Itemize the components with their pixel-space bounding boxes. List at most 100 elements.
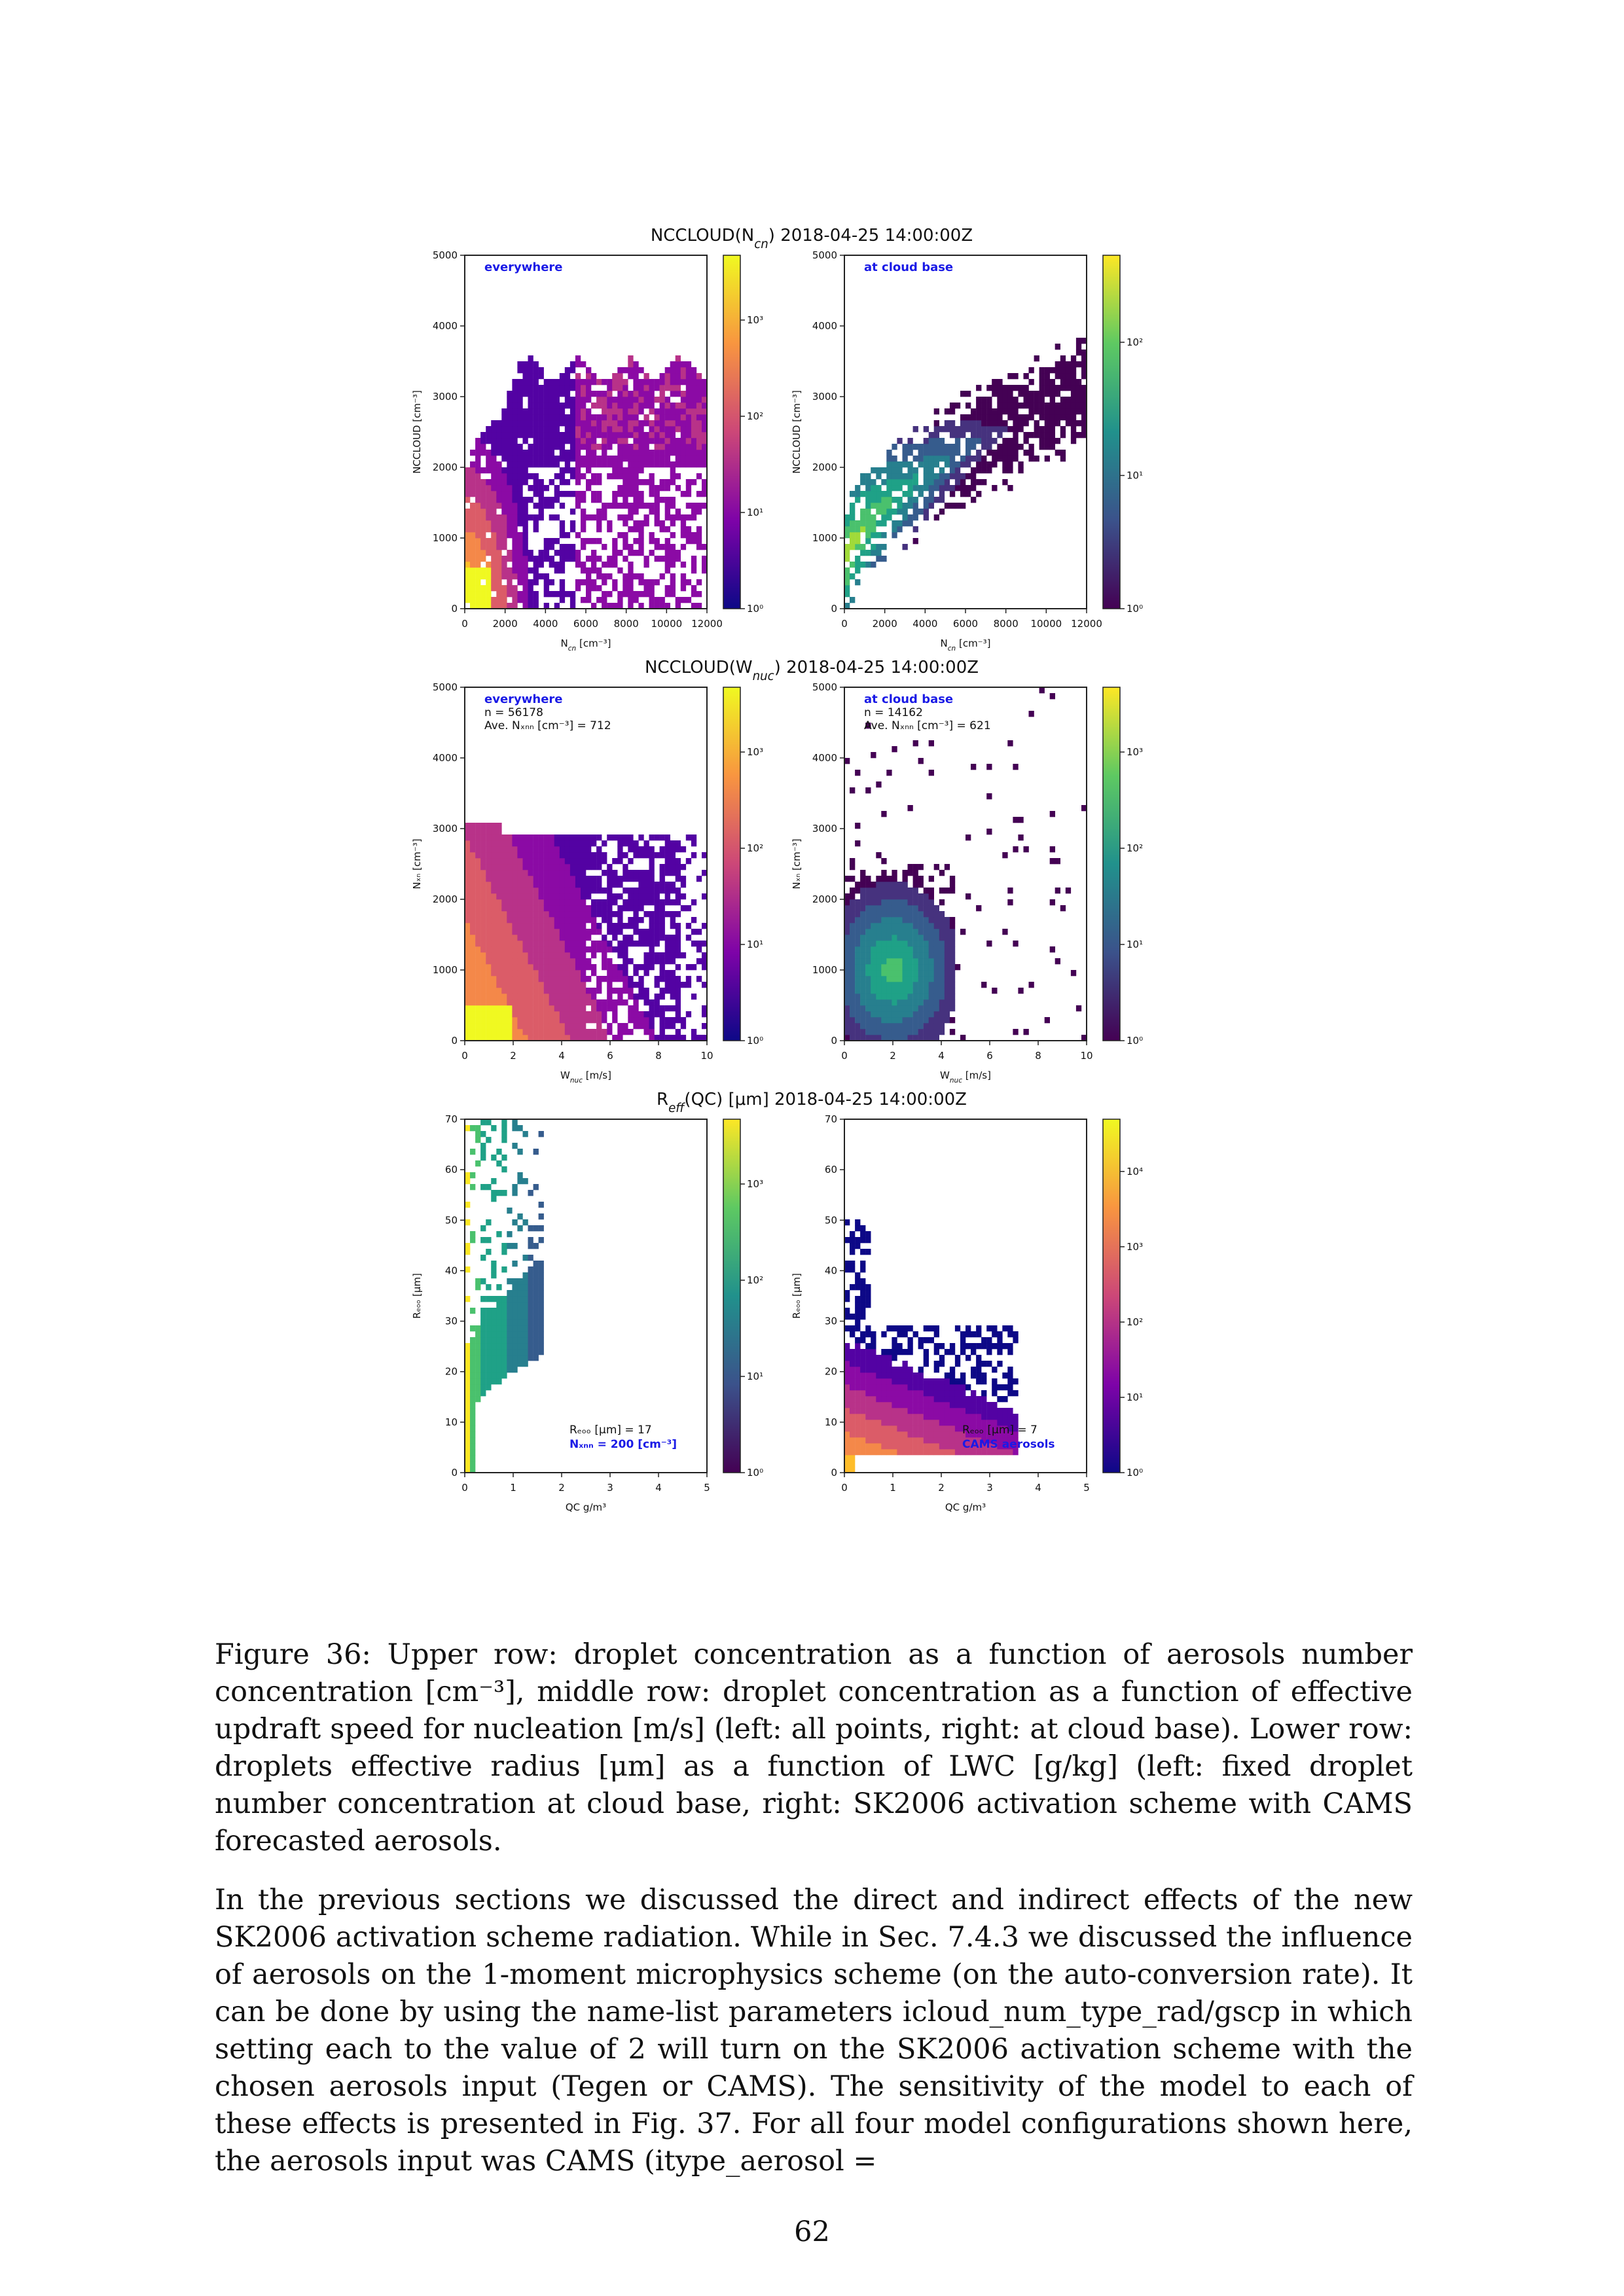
x-tick-label: 2 (938, 1482, 945, 1494)
x-tick-label: 2 (558, 1482, 565, 1494)
colorbar-tick-label: 10¹ (747, 939, 763, 950)
x-tick-label: 6 (607, 1050, 613, 1062)
colorbar-tick-label: 10² (747, 410, 763, 422)
y-tick-label: 0 (451, 603, 458, 615)
y-tick-label: 60 (825, 1164, 837, 1175)
row-1-title: NCCLOUD(Ncn) 2018-04-25 14:00:00Z (651, 226, 973, 251)
figure-36: NCCLOUD(Ncn) 2018-04-25 14:00:00Z 0 2000 40… (393, 223, 1244, 1571)
y-tick-label: 4000 (812, 752, 837, 764)
x-axis-label: Ncn [cm⁻³] (561, 637, 611, 653)
colorbar-tick-label: 10³ (1127, 746, 1143, 758)
y-axis-label: NCCLOUD [cm⁻³] (411, 390, 423, 474)
x-tick-label: 4 (938, 1050, 945, 1062)
y-tick-label: 10 (825, 1416, 837, 1428)
y-axis-label: Nₓₙ [cm⁻³] (791, 838, 803, 889)
y-tick-label: 1000 (433, 964, 458, 976)
panel-r1-c1 (460, 255, 745, 613)
colorbar (723, 687, 741, 1041)
x-tick-label: 0 (841, 1050, 848, 1062)
x-axis-label: Ncn [cm⁻³] (941, 637, 991, 653)
x-tick-label: 5 (704, 1482, 710, 1494)
y-tick-label: 3000 (433, 391, 458, 403)
colorbar-tick-label: 10⁰ (747, 1467, 763, 1479)
y-tick-label: 0 (451, 1035, 458, 1047)
colorbar-tick-label: 10⁰ (747, 603, 763, 615)
x-axis-label: Wnuc [m/s] (560, 1069, 611, 1085)
colorbar (1102, 255, 1121, 609)
colorbar-tick-label: 10² (747, 1274, 763, 1286)
y-tick-label: 4000 (812, 320, 837, 332)
x-axis-label: QC g/m³ (566, 1501, 606, 1513)
panel-stat-line: Nₓₙₙ = 200 [cm⁻³] (569, 1438, 677, 1451)
plot-frame (844, 687, 1087, 1041)
y-tick-label: 60 (445, 1164, 458, 1175)
colorbar-tick-label: 10² (1127, 1316, 1143, 1328)
y-tick-label: 4000 (433, 320, 458, 332)
plot-frame (464, 1119, 708, 1473)
panel-r1-c2 (840, 255, 1125, 613)
y-axis-label: Rₑₒₒ [μm] (411, 1273, 423, 1319)
colorbar-tick-label: 10⁴ (1127, 1166, 1143, 1177)
y-tick-label: 0 (831, 1035, 837, 1047)
x-tick-label: 0 (461, 1482, 468, 1494)
x-tick-label: 5 (1083, 1482, 1090, 1494)
x-tick-label: 2000 (493, 618, 518, 630)
y-tick-label: 1000 (433, 532, 458, 544)
x-tick-label: 1 (510, 1482, 516, 1494)
y-tick-label: 5000 (812, 249, 837, 261)
colorbar-tick-label: 10¹ (1127, 939, 1143, 950)
x-tick-label: 12000 (1071, 618, 1102, 630)
y-tick-label: 50 (445, 1214, 458, 1226)
colorbar (723, 1119, 741, 1473)
y-tick-label: 20 (445, 1366, 458, 1378)
x-tick-label: 0 (841, 618, 848, 630)
panel-stat-line: Ave. Nₓₙₙ [cm⁻³] = 712 (484, 719, 611, 732)
x-axis-label: Wnuc [m/s] (940, 1069, 991, 1085)
x-tick-label: 6000 (953, 618, 978, 630)
x-tick-label: 8000 (994, 618, 1019, 630)
plot-frame (844, 1119, 1087, 1473)
x-tick-label: 4 (1035, 1482, 1041, 1494)
plot-frame (464, 687, 708, 1041)
x-tick-label: 6000 (573, 618, 598, 630)
panel-stat-line: Ave. Nₓₙₙ [cm⁻³] = 621 (864, 719, 991, 732)
x-tick-label: 8 (1035, 1050, 1041, 1062)
colorbar-tick-label: 10⁰ (1127, 1467, 1143, 1479)
y-tick-label: 3000 (433, 823, 458, 834)
y-tick-label: 3000 (812, 823, 837, 834)
panel-r3-c1 (460, 1119, 745, 1477)
colorbar-tick-label: 10³ (1127, 1241, 1143, 1253)
y-axis-label: NCCLOUD [cm⁻³] (791, 390, 803, 474)
x-tick-label: 10 (1080, 1050, 1092, 1062)
panel-stat-line: CAMS aerosols (962, 1438, 1055, 1451)
y-tick-label: 30 (445, 1316, 458, 1327)
page-number: 62 (794, 2215, 830, 2248)
y-tick-label: 2000 (812, 461, 837, 473)
x-tick-label: 4000 (912, 618, 937, 630)
x-tick-label: 8000 (614, 618, 639, 630)
x-tick-label: 8 (655, 1050, 662, 1062)
x-tick-label: 12000 (691, 618, 723, 630)
colorbar-tick-label: 10⁰ (1127, 603, 1143, 615)
y-tick-label: 0 (831, 603, 837, 615)
y-tick-label: 5000 (433, 249, 458, 261)
y-axis-label: Nₓₙ [cm⁻³] (411, 838, 423, 889)
x-tick-label: 0 (461, 1050, 468, 1062)
panel-r2-c1 (460, 687, 745, 1045)
x-tick-label: 3 (986, 1482, 993, 1494)
y-axis-label: Rₑₒₒ [μm] (791, 1273, 803, 1319)
y-tick-label: 1000 (812, 532, 837, 544)
y-tick-label: 20 (825, 1366, 837, 1378)
figure-caption: Figure 36: Upper row: droplet concentrat… (215, 1638, 1413, 1857)
x-tick-label: 10000 (651, 618, 682, 630)
x-tick-label: 4000 (533, 618, 558, 630)
colorbar-tick-label: 10³ (747, 314, 763, 326)
x-tick-label: 1 (890, 1482, 896, 1494)
panel-stat-line: n = 56178 (484, 706, 543, 719)
x-tick-label: 4 (655, 1482, 662, 1494)
y-tick-label: 5000 (433, 681, 458, 693)
colorbar-tick-label: 10³ (747, 746, 763, 758)
panel-label: at cloud base (864, 692, 953, 706)
panel-label: at cloud base (864, 260, 953, 274)
panel-r3-c2 (840, 1119, 1125, 1477)
